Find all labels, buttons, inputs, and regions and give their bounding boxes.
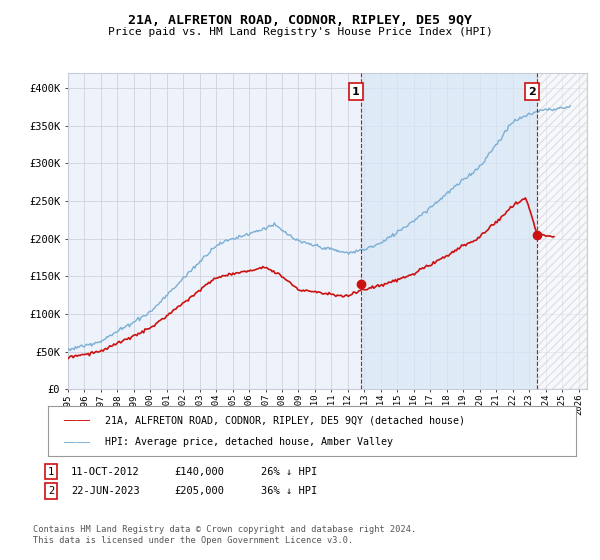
Text: 26% ↓ HPI: 26% ↓ HPI	[261, 466, 317, 477]
Text: ────: ────	[63, 437, 90, 447]
Text: ────: ────	[63, 415, 90, 425]
Text: £140,000: £140,000	[174, 466, 224, 477]
Text: Price paid vs. HM Land Registry's House Price Index (HPI): Price paid vs. HM Land Registry's House …	[107, 27, 493, 37]
Text: 1: 1	[48, 466, 54, 477]
Bar	[361, 73, 537, 389]
Text: 1: 1	[352, 87, 359, 97]
Text: 2: 2	[528, 87, 536, 97]
Text: 11-OCT-2012: 11-OCT-2012	[71, 466, 140, 477]
Text: 22-JUN-2023: 22-JUN-2023	[71, 486, 140, 496]
Bar	[537, 73, 587, 389]
Text: 2: 2	[48, 486, 54, 496]
Text: 36% ↓ HPI: 36% ↓ HPI	[261, 486, 317, 496]
Text: HPI: Average price, detached house, Amber Valley: HPI: Average price, detached house, Ambe…	[105, 437, 393, 447]
Text: 21A, ALFRETON ROAD, CODNOR, RIPLEY, DE5 9QY (detached house): 21A, ALFRETON ROAD, CODNOR, RIPLEY, DE5 …	[105, 415, 465, 425]
Text: 21A, ALFRETON ROAD, CODNOR, RIPLEY, DE5 9QY: 21A, ALFRETON ROAD, CODNOR, RIPLEY, DE5 …	[128, 14, 472, 27]
Text: £205,000: £205,000	[174, 486, 224, 496]
Text: Contains HM Land Registry data © Crown copyright and database right 2024.
This d: Contains HM Land Registry data © Crown c…	[33, 525, 416, 545]
